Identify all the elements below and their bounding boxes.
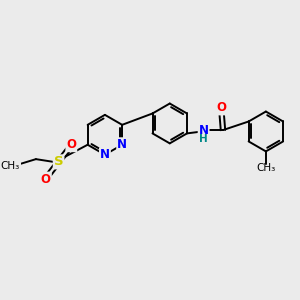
Text: S: S [54, 155, 63, 168]
Text: N: N [199, 124, 208, 136]
Text: N: N [117, 138, 127, 151]
Text: CH₃: CH₃ [0, 161, 20, 171]
Text: O: O [66, 138, 76, 151]
Text: H: H [199, 134, 208, 145]
Text: CH₃: CH₃ [256, 163, 275, 173]
Text: O: O [41, 172, 51, 186]
Text: N: N [100, 148, 110, 161]
Text: O: O [217, 101, 226, 114]
